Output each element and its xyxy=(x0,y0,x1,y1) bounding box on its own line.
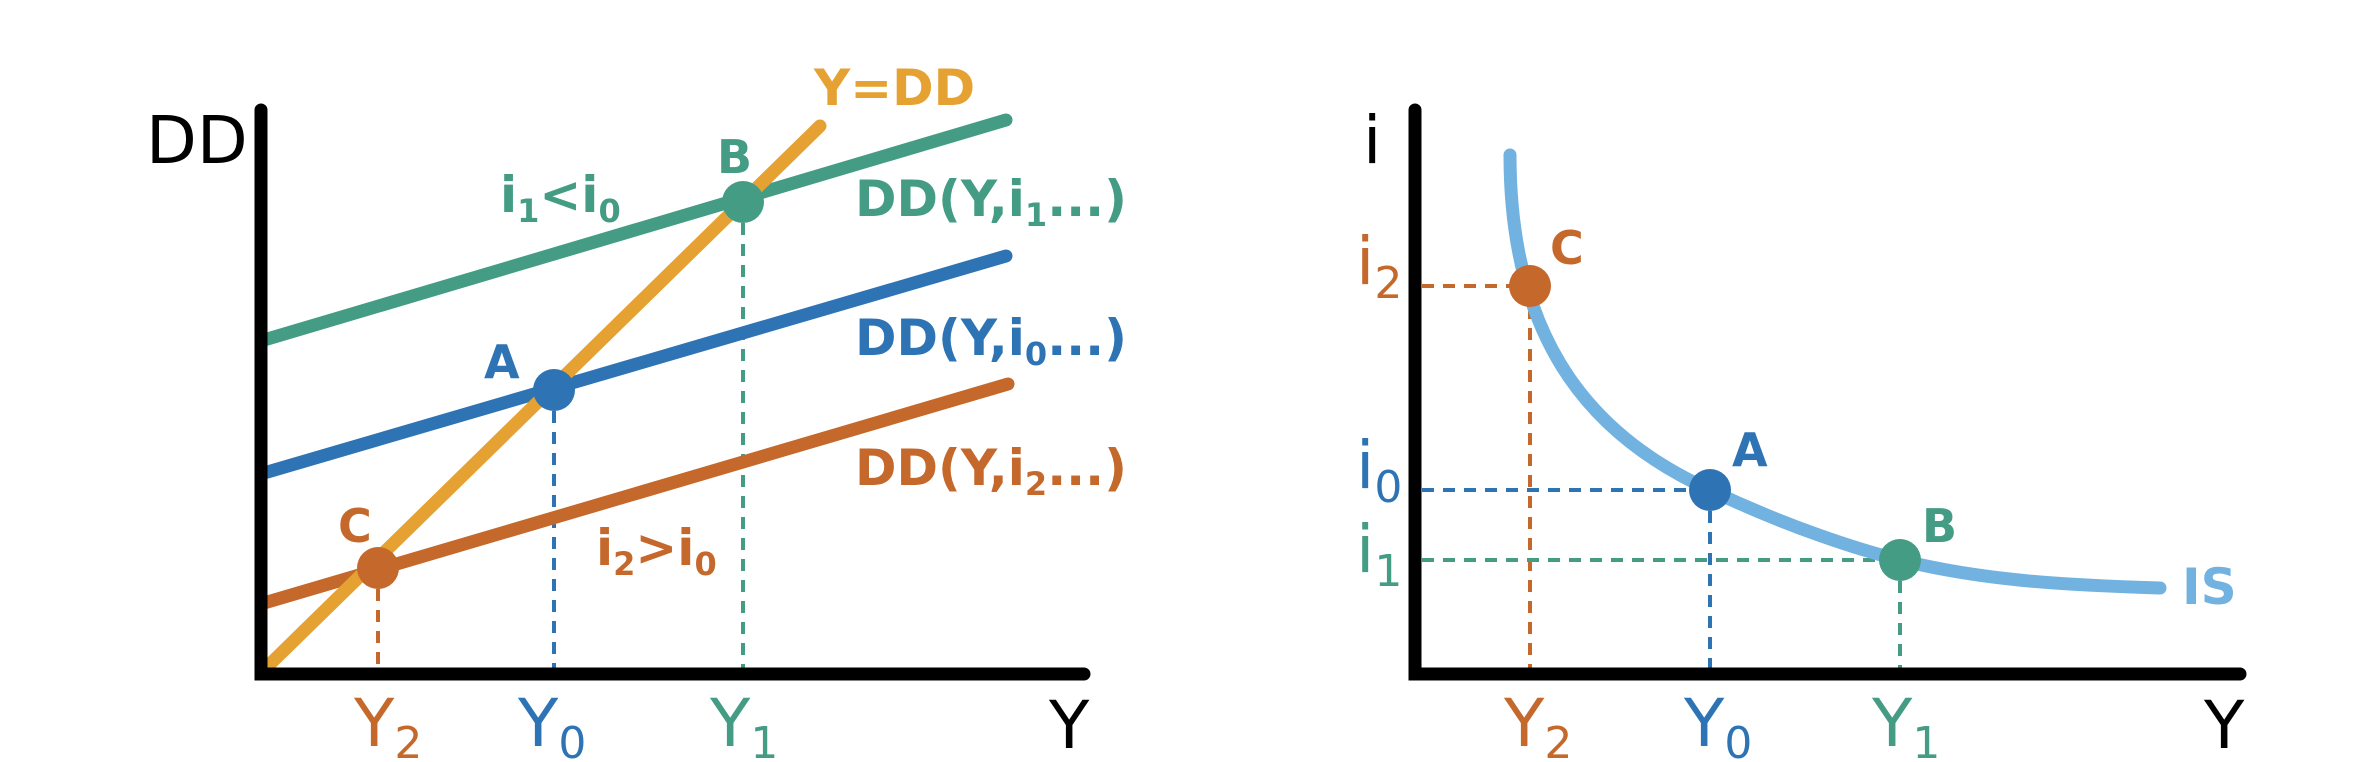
left-point-b xyxy=(722,181,764,223)
dd-curve-i0-label-tail: ...) xyxy=(1047,309,1127,367)
right-point-c-label: C xyxy=(1550,221,1584,275)
annotation-i2-b-sub: 0 xyxy=(694,545,716,583)
left-point-c xyxy=(357,547,399,589)
right-point-a-label: A xyxy=(1732,423,1768,477)
right-x-tick-y0: Y0 xyxy=(1683,685,1752,762)
right-point-b-label: B xyxy=(1922,499,1957,553)
right-y-tick-i0-sub: 0 xyxy=(1374,462,1402,513)
left-x-tick-y2-sub: 2 xyxy=(394,718,422,762)
dd-curve-i2-label: DD(Y,i2...) xyxy=(855,439,1127,503)
dd-curve-i1 xyxy=(257,113,1013,347)
left-x-tick-y0-sub: 0 xyxy=(558,718,586,762)
right-x-tick-y2: Y2 xyxy=(1503,685,1572,762)
annotation-i1-op: <i xyxy=(539,166,598,224)
dd-curve-i1-label: DD(Y,i1...) xyxy=(855,170,1127,234)
dd-curve-i0-label-sub: 0 xyxy=(1025,335,1047,373)
right-x-axis-label: Y xyxy=(2203,687,2245,762)
right-x-tick-y1: Y1 xyxy=(1871,685,1940,762)
right-y-tick-i1-sub: 1 xyxy=(1374,546,1402,597)
right-y-tick-i1-base: i xyxy=(1356,511,1374,588)
left-point-a xyxy=(533,369,575,411)
annotation-i1-a: i xyxy=(500,166,517,224)
right-y-tick-i2-sub: 2 xyxy=(1374,258,1402,309)
dd-curve-i2-label-sub: 2 xyxy=(1025,465,1047,503)
dd-curve-i2-label-tail: ...) xyxy=(1047,439,1127,497)
right-y-tick-i2-base: i xyxy=(1356,223,1374,300)
right-y-tick-i1: i1 xyxy=(1356,511,1402,597)
line-45-label: Y=DD xyxy=(813,59,975,117)
annotation-i2-a-sub: 2 xyxy=(613,545,635,583)
right-panel: i Y C A B IS i2 i0 i1 Y2 Y0 Y1 xyxy=(1356,102,2247,762)
left-point-b-label: B xyxy=(717,130,752,184)
left-x-axis-label: Y xyxy=(1048,687,1090,762)
right-x-tick-y1-sub: 1 xyxy=(1912,718,1940,762)
left-axes xyxy=(254,103,1091,681)
right-y-tick-i0-base: i xyxy=(1356,427,1374,504)
right-x-tick-y2-sub: 2 xyxy=(1544,718,1572,762)
right-x-tick-y2-base: Y xyxy=(1503,685,1545,762)
right-x-tick-y0-sub: 0 xyxy=(1724,718,1752,762)
dd-curve-i0-label-main: DD(Y,i xyxy=(855,309,1025,367)
annotation-i2-greater-i0: i2>i0 xyxy=(596,519,717,583)
right-point-a xyxy=(1689,469,1731,511)
dd-curve-i1-label-tail: ...) xyxy=(1047,170,1127,228)
dd-curve-i0-label: DD(Y,i0...) xyxy=(855,309,1127,373)
left-y-axis-label: DD xyxy=(146,102,248,179)
left-x-tick-y1-sub: 1 xyxy=(750,718,778,762)
left-point-c-label: C xyxy=(338,499,372,553)
right-point-c xyxy=(1509,265,1551,307)
right-y-axis-label: i xyxy=(1363,102,1381,179)
right-y-tick-i0: i0 xyxy=(1356,427,1402,513)
right-x-tick-y0-base: Y xyxy=(1683,685,1725,762)
annotation-i2-a: i xyxy=(596,519,613,577)
annotation-i1-a-sub: 1 xyxy=(517,192,539,230)
dd-curve-i2-label-main: DD(Y,i xyxy=(855,439,1025,497)
left-point-a-label: A xyxy=(484,335,520,389)
left-x-tick-y2-base: Y xyxy=(353,685,395,762)
dd-curve-i1-label-sub: 1 xyxy=(1025,196,1047,234)
annotation-i1-b-sub: 0 xyxy=(598,192,620,230)
dd-curve-i1-label-main: DD(Y,i xyxy=(855,170,1025,228)
left-panel: DD Y B A C Y=DD DD(Y,i1...) DD(Y,i0...) … xyxy=(146,59,1127,762)
is-curve-label: IS xyxy=(2182,558,2237,616)
right-axes xyxy=(1408,103,2247,681)
left-x-tick-y2: Y2 xyxy=(353,685,422,762)
is-curve xyxy=(1503,148,2167,595)
left-x-tick-y0-base: Y xyxy=(517,685,559,762)
dd-curve-i0 xyxy=(257,249,1013,480)
right-point-b xyxy=(1879,539,1921,581)
annotation-i2-op: >i xyxy=(635,519,694,577)
left-x-tick-y0: Y0 xyxy=(517,685,586,762)
annotation-i1-less-i0: i1<i0 xyxy=(500,166,621,230)
right-y-tick-i2: i2 xyxy=(1356,223,1402,309)
left-x-tick-y1: Y1 xyxy=(709,685,778,762)
left-x-tick-y1-base: Y xyxy=(709,685,751,762)
right-x-tick-y1-base: Y xyxy=(1871,685,1913,762)
